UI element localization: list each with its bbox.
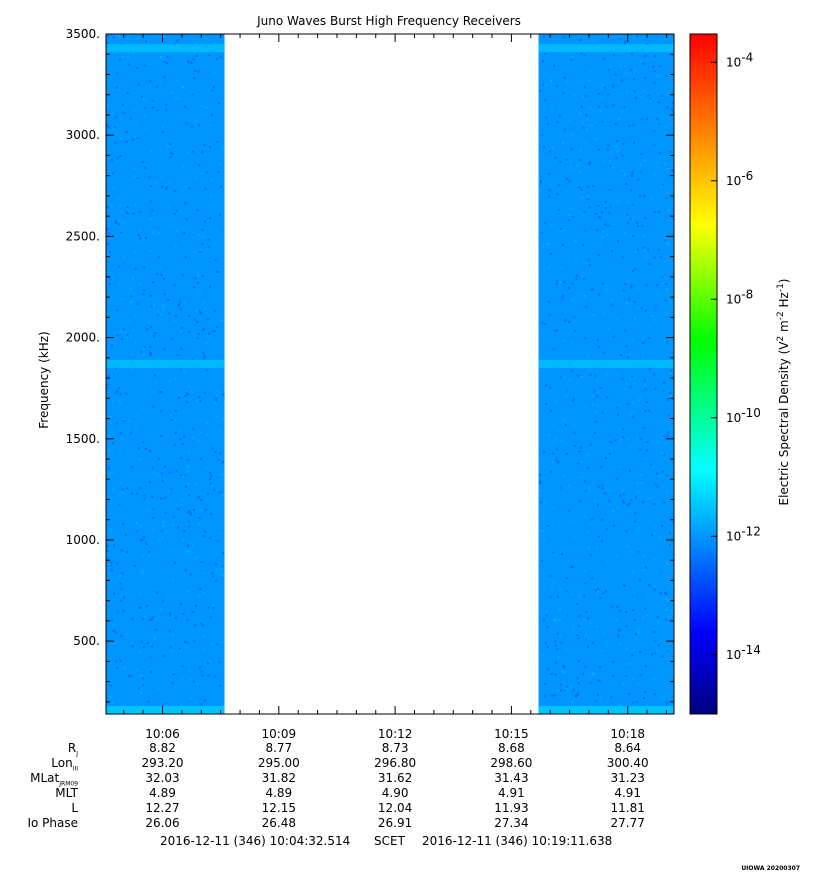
scet-end: 2016-12-11 (346) 10:19:11.638 [422, 834, 613, 848]
colorbar-tick-label: 10-8 [726, 287, 753, 306]
y-tick-label: 500. [73, 634, 100, 648]
ephemeris-value: 31.62 [377, 771, 413, 785]
ephemeris-value: 8.68 [498, 741, 525, 755]
data-segment-1 [106, 34, 225, 714]
ephemeris-value: 295.00 [257, 756, 300, 770]
emission-band [106, 705, 225, 714]
chart-title: Juno Waves Burst High Frequency Receiver… [256, 14, 521, 28]
colorbar-tick-label: 10-6 [726, 169, 753, 188]
ephemeris-value: 4.89 [265, 786, 293, 800]
colorbar-gradient [689, 33, 718, 715]
ephemeris-value: 31.23 [610, 771, 645, 785]
emission-band [106, 359, 225, 368]
ephemeris-value: 31.43 [494, 771, 529, 785]
colorbar-tick-label: 10-14 [726, 643, 761, 662]
x-tick-label: 10:06 [145, 727, 180, 741]
colorbar-tick-label: 10-12 [726, 524, 761, 543]
plot-area: 500. 1000. 1500. 2000. 2500. 3000. 3500. 10:06… [66, 27, 675, 741]
ephemeris-value: 296.80 [374, 756, 417, 770]
ephemeris-value: 8.82 [149, 741, 176, 755]
ephemeris-row-label: L [71, 801, 78, 815]
ephemeris-row-label: MLT [55, 786, 78, 800]
colorbar-tick-label: 10-4 [726, 50, 753, 69]
ephemeris-row: MLT 4.89 4.89 4.90 4.91 4.91 [0, 786, 815, 802]
y-tick-label: 2500. [66, 229, 100, 243]
ephemeris-value: 26.48 [261, 816, 296, 830]
y-axis-label: Frequency (kHz) [37, 331, 51, 428]
ephemeris-value: 26.06 [145, 816, 180, 830]
x-tick-label: 10:15 [494, 727, 529, 741]
data-segment-2 [538, 34, 674, 714]
ephemeris-value: 293.20 [141, 756, 184, 770]
scet-label: SCET [374, 834, 405, 848]
ephemeris-value: 27.34 [494, 816, 529, 830]
colorbar-label: Electric Spectral Density (V2 m-2 Hz-1) [776, 278, 791, 505]
x-tick-label: 10:09 [262, 727, 297, 741]
plot-frame [105, 33, 675, 715]
y-tick-label: 1000. [66, 533, 100, 547]
emission-band [538, 705, 674, 714]
ephemeris-value: 12.15 [261, 801, 296, 815]
ephemeris-value: 4.91 [498, 786, 525, 800]
ephemeris-value: 32.03 [145, 771, 180, 785]
x-tick-label: 10:18 [610, 727, 645, 741]
ephemeris-row: LonIII 293.20 295.00 296.80 298.60 300.40 [0, 756, 815, 772]
ephemeris-value: 8.77 [265, 741, 293, 755]
ephemeris-row-label: Io Phase [27, 816, 78, 830]
ephemeris-value: 11.93 [494, 801, 529, 815]
ephemeris-row-label: RJ [67, 741, 78, 758]
scet-start: 2016-12-11 (346) 10:04:32.514 [160, 834, 351, 848]
noise-texture [538, 35, 674, 713]
ephemeris-row: Io Phase 26.06 26.48 26.91 27.34 27.77 [0, 816, 815, 832]
ephemeris-row-label: LonIII [51, 756, 78, 773]
ephemeris-value: 4.90 [381, 786, 409, 800]
uiowa-stamp: UIOWA 20200307 [741, 865, 800, 872]
ephemeris-row-label: MLatJRM09 [30, 771, 78, 788]
y-tick-label: 1500. [66, 432, 100, 446]
ephemeris-row: MLatJRM09 32.03 31.82 31.62 31.43 31.23 [0, 771, 815, 787]
ephemeris-value: 27.77 [610, 816, 645, 830]
ephemeris-value: 8.64 [614, 741, 642, 755]
emission-band [538, 44, 674, 53]
ephemeris-value: 12.04 [377, 801, 413, 815]
ephemeris-value: 11.81 [610, 801, 645, 815]
y-tick-label: 2000. [66, 331, 100, 345]
ephemeris-value: 300.40 [606, 756, 649, 770]
ephemeris-value: 26.91 [377, 816, 413, 830]
ephemeris-value: 298.60 [490, 756, 533, 770]
ephemeris-row: RJ 8.82 8.77 8.73 8.68 8.64 [0, 741, 815, 757]
ephemeris-value: 12.27 [145, 801, 180, 815]
y-tick-label: 3000. [66, 128, 100, 142]
ephemeris-value: 31.82 [261, 771, 296, 785]
x-tick-label: 10:12 [378, 727, 413, 741]
ephemeris-value: 8.73 [381, 741, 409, 755]
y-tick-label: 3500. [66, 27, 100, 41]
ephemeris-value: 4.91 [614, 786, 642, 800]
emission-band [538, 359, 674, 368]
ephemeris-row: L 12.27 12.15 12.04 11.93 11.81 [0, 801, 815, 817]
colorbar: 10-4 10-6 10-8 10-10 10-12 10-14 Electric Spe… [689, 33, 791, 715]
emission-band [106, 44, 225, 53]
colorbar-tick-label: 10-10 [726, 406, 761, 425]
ephemeris-value: 4.89 [149, 786, 176, 800]
